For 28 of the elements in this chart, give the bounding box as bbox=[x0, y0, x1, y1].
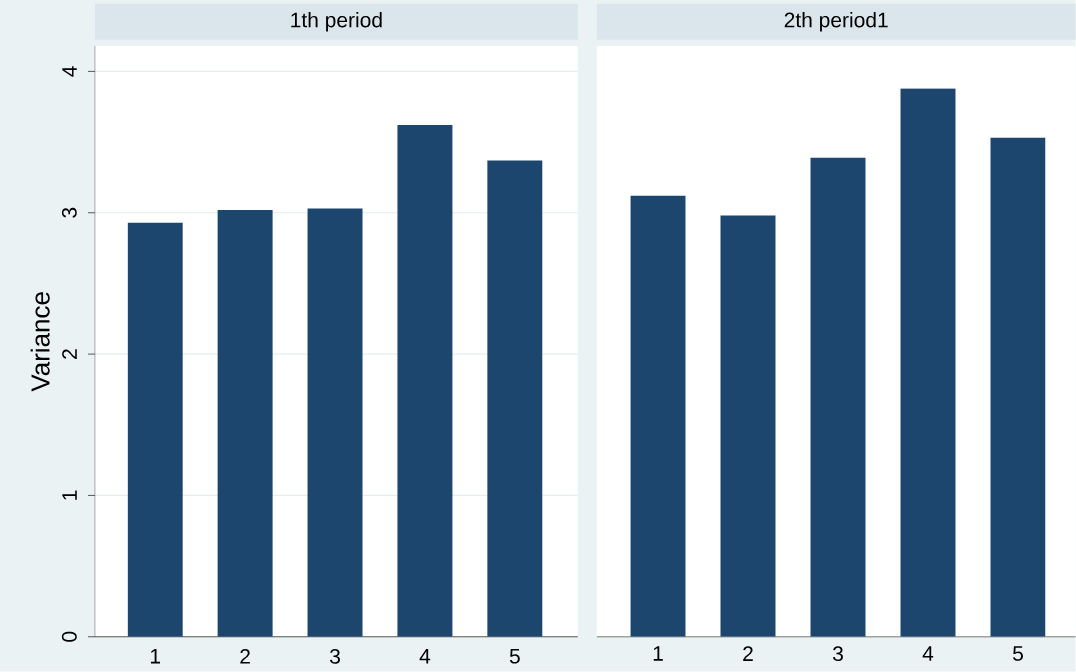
x-tick-label: 5 bbox=[1013, 646, 1023, 661]
x-tick-label: 4 bbox=[419, 649, 431, 664]
y-tick-label: 3 bbox=[61, 207, 77, 218]
bar bbox=[127, 222, 183, 637]
bar bbox=[307, 208, 363, 637]
x-tick-label: 2 bbox=[240, 649, 250, 664]
x-tick-label: 1 bbox=[150, 649, 161, 664]
x-tick-label: 3 bbox=[329, 649, 340, 664]
x-tick-label: 5 bbox=[509, 649, 520, 664]
bar bbox=[900, 88, 956, 637]
bar bbox=[990, 137, 1046, 637]
x-tick-label: 4 bbox=[922, 646, 934, 661]
bar bbox=[217, 210, 273, 637]
chart-title: 2th period1 bbox=[784, 12, 888, 32]
y-axis-title: Variance bbox=[30, 292, 50, 392]
y-tick-label: 1 bbox=[62, 490, 77, 500]
bar bbox=[630, 195, 686, 637]
x-tick-label: 1 bbox=[653, 646, 663, 661]
bar bbox=[487, 160, 543, 637]
y-tick-label: 4 bbox=[62, 66, 77, 77]
bar bbox=[810, 157, 866, 637]
bar bbox=[720, 215, 776, 637]
y-tick-label: 0 bbox=[61, 631, 77, 642]
chart-title: 1th period bbox=[291, 12, 382, 32]
y-tick-label: 2 bbox=[62, 349, 77, 359]
bar bbox=[397, 125, 453, 637]
x-tick-label: 3 bbox=[832, 646, 843, 662]
x-tick-label: 2 bbox=[743, 646, 753, 662]
